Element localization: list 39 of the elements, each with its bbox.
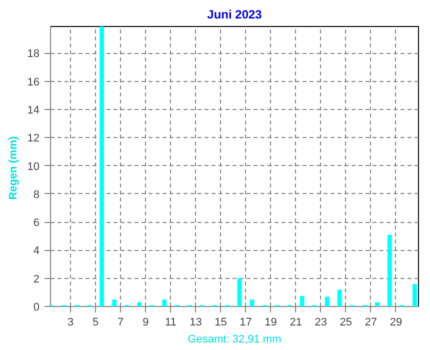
y-tick-label: 2 <box>33 273 40 286</box>
bar <box>388 234 392 306</box>
y-tick-label: 8 <box>33 188 40 201</box>
bar <box>337 290 342 306</box>
y-tick-label: 6 <box>33 217 40 230</box>
x-tick-label: 21 <box>290 316 302 328</box>
x-tick-label: 5 <box>92 316 99 328</box>
y-tick-label: 16 <box>27 76 40 88</box>
bar <box>324 296 330 306</box>
x-tick-label: 9 <box>142 316 149 328</box>
y-tick-label: 12 <box>27 132 40 145</box>
y-tick-label: 4 <box>33 245 40 258</box>
x-tick-label: 15 <box>214 316 227 328</box>
y-tick-label: 14 <box>27 104 40 117</box>
x-axis-title: Gesamt: 32,91 mm <box>188 334 282 346</box>
bar <box>300 296 304 306</box>
chart-title: Juni 2023 <box>207 8 262 22</box>
x-tick-label: 7 <box>118 316 124 328</box>
bar <box>412 284 417 306</box>
x-tick-label: 29 <box>390 316 402 328</box>
y-tick-label: 18 <box>27 48 40 60</box>
x-tick-label: 13 <box>190 316 202 328</box>
bar <box>237 278 242 306</box>
x-tick-label: 25 <box>340 316 352 328</box>
bar <box>100 26 104 306</box>
x-tick-label: 27 <box>364 316 378 328</box>
y-tick-label: 0 <box>33 302 40 314</box>
x-tick-label: 11 <box>164 316 176 328</box>
bar <box>112 299 117 306</box>
bar <box>162 299 167 306</box>
bar <box>250 299 254 306</box>
x-tick-label: 17 <box>240 316 252 328</box>
x-tick-label: 19 <box>264 316 277 328</box>
bar <box>375 302 380 306</box>
x-tick-label: 23 <box>314 316 327 328</box>
bar <box>137 302 142 306</box>
x-tick-label: 3 <box>67 316 74 328</box>
y-axis-title: Regen (mm) <box>7 136 20 200</box>
y-tick-label: 10 <box>27 160 40 173</box>
